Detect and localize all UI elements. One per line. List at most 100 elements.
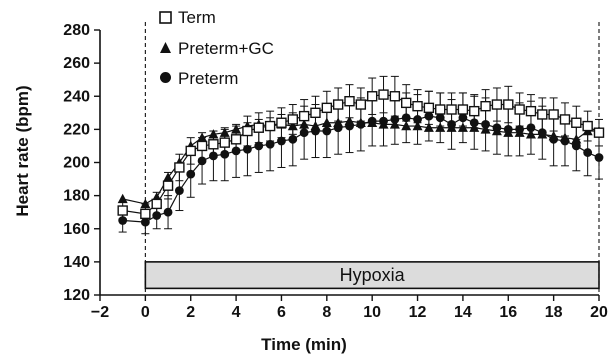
point-term-1 — [140, 208, 151, 220]
point-preterm-gc-21 — [367, 117, 378, 127]
point-preterm-gc-9 — [231, 124, 242, 134]
x-tick-label-2: 2 — [186, 304, 195, 321]
legend-label-preterm: Preterm — [178, 69, 238, 88]
point-term-40 — [582, 120, 593, 132]
point-preterm-15 — [299, 128, 309, 138]
x-tick-label-1: 0 — [141, 304, 150, 321]
point-term-20 — [355, 99, 367, 110]
point-preterm-gc-15 — [299, 119, 310, 129]
point-preterm-gc-35 — [525, 129, 536, 139]
point-term-32 — [491, 99, 503, 110]
point-term-34 — [514, 104, 525, 115]
point-preterm-gc-38 — [559, 132, 570, 142]
point-term-16 — [310, 107, 321, 119]
point-preterm-41 — [594, 153, 604, 162]
point-term-28 — [446, 104, 457, 115]
point-term-36 — [537, 109, 548, 120]
plot-layer: Hypoxia 120 140 160 180 200 220 240 260 280 −2 0 2 4 6… — [63, 22, 608, 321]
point-term-38 — [559, 114, 571, 125]
x-tick-label-10: 18 — [545, 304, 563, 321]
y-tick-label-4: 200 — [63, 155, 90, 172]
point-preterm-26 — [424, 111, 434, 121]
x-tick-label-3: 4 — [232, 304, 241, 321]
point-term-14 — [287, 114, 298, 125]
point-preterm-24 — [401, 113, 411, 123]
point-preterm-14 — [288, 134, 298, 144]
point-preterm-gc-33 — [503, 127, 514, 137]
point-term-0 — [117, 205, 128, 216]
point-term-39 — [571, 117, 582, 128]
legend-marker-preterm-gc — [160, 42, 171, 53]
point-preterm-gc-22 — [378, 119, 389, 129]
legend-item-preterm: Preterm — [160, 69, 238, 88]
point-preterm-2 — [152, 211, 162, 220]
y-tick-label-5: 220 — [63, 121, 90, 138]
point-term-37 — [548, 109, 559, 120]
x-tick-label-7: 12 — [409, 304, 427, 321]
legend: Term Preterm+GC Preterm — [159, 8, 274, 88]
point-term-27 — [435, 104, 446, 115]
y-tick-label-1: 140 — [63, 254, 90, 271]
point-preterm-gc-36 — [537, 129, 548, 139]
point-preterm-5 — [186, 169, 196, 179]
point-preterm-gc-8 — [219, 127, 230, 137]
point-preterm-gc-0 — [117, 193, 128, 204]
x-tick-label-6: 10 — [363, 304, 381, 321]
point-term-11 — [253, 122, 264, 133]
point-term-12 — [264, 120, 276, 132]
point-term-25 — [412, 100, 423, 112]
point-preterm-7 — [209, 151, 218, 161]
point-preterm-6 — [197, 156, 207, 166]
y-tick-label-2: 160 — [63, 221, 90, 238]
legend-item-preterm-gc: Preterm+GC — [160, 39, 274, 58]
x-tick-label-8: 14 — [454, 304, 472, 321]
point-preterm-gc-14 — [287, 120, 298, 131]
point-term-18 — [332, 99, 344, 110]
point-preterm-gc-3 — [163, 172, 174, 182]
point-preterm-9 — [231, 146, 241, 156]
point-term-23 — [389, 91, 401, 102]
point-preterm-4 — [174, 186, 184, 196]
point-preterm-gc-30 — [469, 122, 480, 132]
point-preterm-gc-25 — [412, 120, 423, 131]
point-term-41 — [593, 127, 605, 138]
point-preterm-35 — [526, 123, 536, 133]
y-axis-title: Heart rate (bpm) — [13, 85, 32, 216]
point-preterm-gc-26 — [423, 122, 434, 132]
point-term-9 — [230, 134, 242, 145]
point-term-19 — [344, 96, 355, 107]
point-term-22 — [378, 89, 389, 100]
y-tick-label-3: 180 — [63, 188, 90, 205]
point-preterm-0 — [118, 216, 128, 225]
y-tick-label-8: 280 — [63, 22, 90, 39]
point-term-8 — [219, 137, 230, 148]
point-preterm-13 — [277, 136, 286, 146]
point-preterm-gc-32 — [491, 125, 502, 136]
point-term-7 — [208, 139, 219, 150]
point-term-31 — [480, 100, 491, 112]
point-preterm-gc-28 — [446, 122, 457, 132]
point-term-5 — [185, 145, 196, 157]
point-preterm-39 — [571, 141, 581, 151]
legend-label-term: Term — [178, 8, 216, 27]
point-term-10 — [242, 125, 253, 137]
hypoxia-label: Hypoxia — [340, 265, 406, 285]
point-preterm-gc-16 — [310, 120, 321, 131]
point-preterm-gc-18 — [333, 117, 344, 127]
point-term-30 — [469, 105, 480, 117]
x-tick-label-4: 6 — [277, 304, 286, 321]
point-preterm-3 — [163, 207, 173, 217]
point-preterm-1 — [140, 217, 150, 227]
point-preterm-gc-7 — [208, 129, 219, 139]
point-term-33 — [503, 99, 514, 110]
point-term-15 — [298, 110, 310, 122]
point-preterm-gc-1 — [140, 198, 151, 209]
point-preterm-gc-19 — [344, 115, 355, 126]
point-preterm-gc-37 — [548, 130, 559, 141]
point-preterm-29 — [458, 113, 468, 123]
point-preterm-gc-23 — [389, 119, 400, 129]
point-preterm-27 — [435, 113, 445, 123]
y-tick-label-7: 260 — [63, 55, 90, 72]
